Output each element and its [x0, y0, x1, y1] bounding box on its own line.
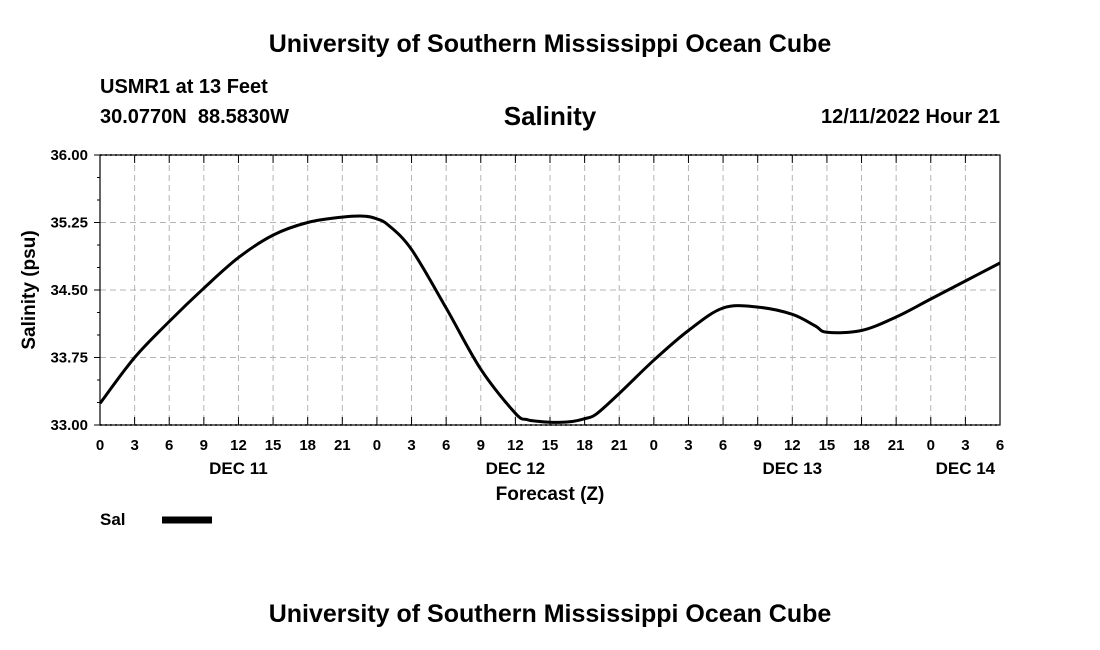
x-tick-label: 3	[130, 437, 138, 454]
data-point	[364, 215, 367, 218]
x-tick-label: 9	[477, 437, 485, 454]
y-axis-label: Salinity (psu)	[19, 230, 40, 349]
x-tick-label: 18	[853, 437, 870, 454]
series-line-sal	[98, 214, 1001, 424]
x-tick-label: 21	[334, 437, 351, 454]
y-tick-label: 36.00	[50, 147, 88, 164]
x-tick-label: 0	[373, 437, 381, 454]
data-point	[237, 256, 240, 259]
plot-frame	[99, 154, 1001, 426]
x-tick-label: 15	[819, 437, 836, 454]
data-point	[825, 331, 828, 334]
data-point	[652, 359, 655, 362]
data-point	[860, 329, 863, 332]
data-point	[306, 221, 309, 224]
station-coordinates: 30.0770N 88.5830W	[100, 106, 290, 128]
data-point	[929, 298, 932, 301]
data-point	[168, 320, 171, 323]
x-tick-label: 15	[542, 437, 559, 454]
data-point	[341, 216, 344, 219]
day-label: DEC 11	[209, 459, 268, 478]
y-tick-label: 34.50	[50, 282, 88, 299]
data-point	[537, 420, 540, 423]
data-point	[560, 421, 563, 424]
data-point	[272, 234, 275, 237]
day-label: DEC 14	[936, 459, 996, 478]
x-tick-label: 21	[888, 437, 905, 454]
x-tick-label: 9	[200, 437, 208, 454]
data-point	[895, 316, 898, 319]
x-tick-label: 0	[650, 437, 658, 454]
data-point	[410, 248, 413, 251]
page-title: University of Southern Mississippi Ocean…	[268, 30, 832, 58]
forecast-timestamp: 12/11/2022 Hour 21	[820, 106, 1000, 128]
data-point	[791, 313, 794, 316]
x-tick-label: 0	[96, 437, 104, 454]
data-point	[549, 421, 552, 424]
x-tick-label: 3	[684, 437, 692, 454]
x-tick-label: 6	[996, 437, 1004, 454]
data-point	[583, 417, 586, 420]
data-point	[722, 307, 725, 310]
y-tick-label: 33.00	[50, 417, 88, 434]
x-tick-label: 6	[165, 437, 173, 454]
data-point	[514, 412, 517, 415]
x-tick-label: 9	[754, 437, 762, 454]
x-tick-label: 3	[961, 437, 969, 454]
data-point	[572, 420, 575, 423]
data-point	[375, 217, 378, 220]
x-tick-label: 3	[407, 437, 415, 454]
data-point	[618, 392, 621, 395]
day-label: DEC 13	[763, 459, 823, 478]
data-point	[525, 418, 528, 421]
x-tick-label: 15	[265, 437, 282, 454]
data-point	[479, 368, 482, 371]
data-point	[595, 413, 598, 416]
legend-label-sal: Sal	[100, 510, 126, 529]
x-tick-label: 12	[784, 437, 801, 454]
data-point	[687, 329, 690, 332]
x-tick-label: 21	[611, 437, 628, 454]
data-point	[814, 325, 817, 328]
x-tick-label: 12	[507, 437, 524, 454]
station-label: USMR1 at 13 Feet	[100, 76, 268, 98]
variable-title: Salinity	[503, 101, 597, 131]
x-axis-label: Forecast (Z)	[496, 484, 605, 505]
x-tick-label: 6	[442, 437, 450, 454]
data-point	[964, 280, 967, 283]
x-tick-label: 12	[230, 437, 247, 454]
x-tick-label: 18	[576, 437, 593, 454]
y-tick-label: 35.25	[50, 215, 88, 232]
data-point	[756, 306, 759, 309]
y-tick-label: 33.75	[50, 350, 88, 367]
data-point	[387, 224, 390, 227]
data-point	[445, 307, 448, 310]
x-tick-label: 6	[719, 437, 727, 454]
data-point	[133, 356, 136, 359]
footer-title: University of Southern Mississippi Ocean…	[268, 600, 832, 628]
x-tick-label: 0	[927, 437, 935, 454]
x-tick-label: 18	[299, 437, 316, 454]
data-point	[202, 287, 205, 290]
day-label: DEC 12	[486, 459, 546, 478]
